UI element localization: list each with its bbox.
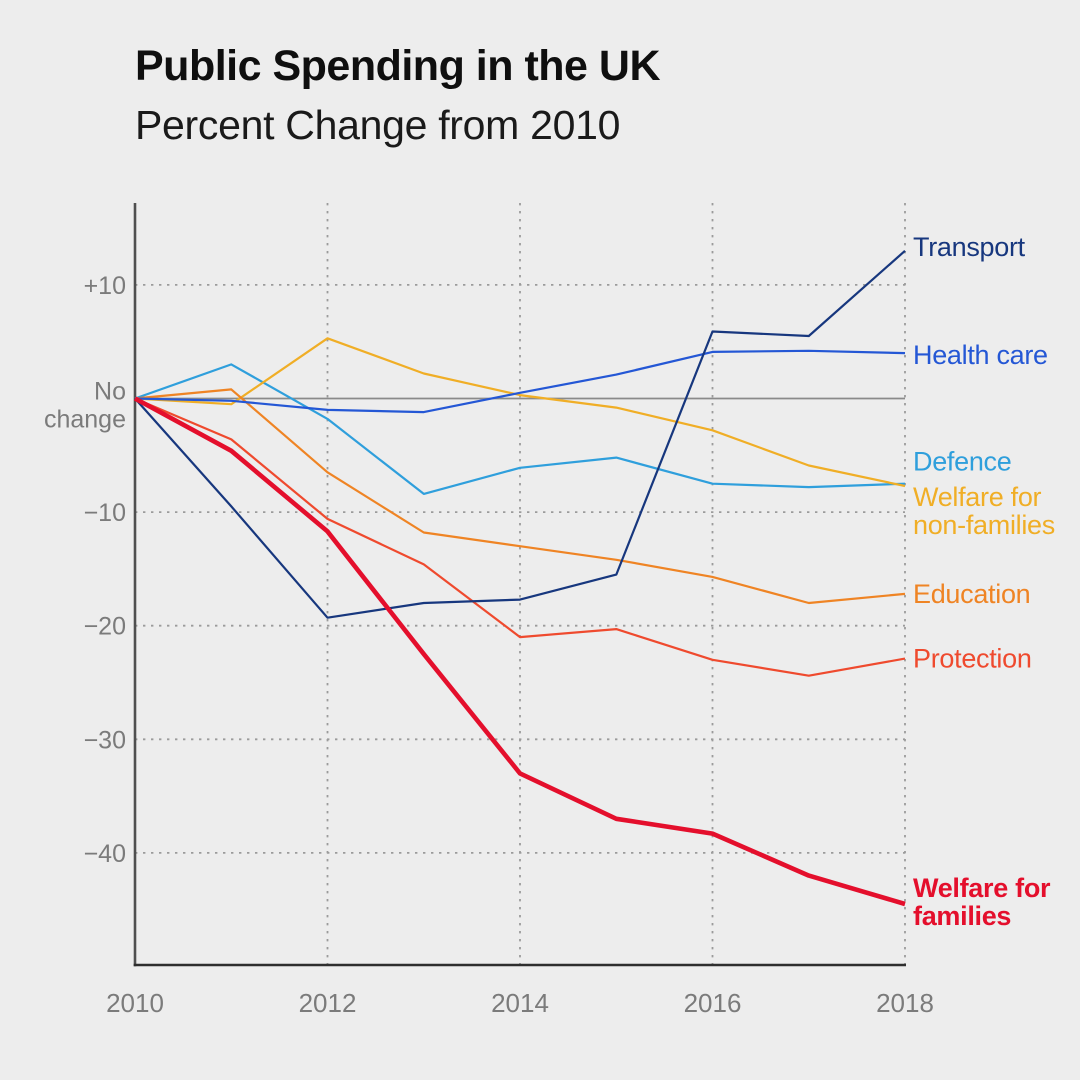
series-label-health-care: Health care (913, 340, 1048, 370)
y-tick-label-10: −10 (84, 499, 126, 527)
chart-subtitle: Percent Change from 2010 (135, 102, 621, 148)
series-line-education (134, 388, 906, 605)
series-label-defence: Defence (913, 447, 1011, 477)
series-line-welfare-for-families (133, 396, 906, 907)
chart-title: Public Spending in the UK (135, 42, 661, 90)
y-tick-label-10: +10 (84, 272, 126, 300)
series-label-welfare-for-non-families: Welfare for non-families (913, 482, 1055, 540)
y-tick-label-20: −20 (84, 613, 126, 641)
series-line-protection (134, 397, 906, 677)
series-label-transport: Transport (913, 232, 1026, 262)
series-line-health-care (134, 349, 906, 414)
x-tick-label-2012: 2012 (299, 988, 357, 1018)
series-label-welfare-for-families: Welfare for families (913, 873, 1051, 931)
x-tick-label-2018: 2018 (876, 988, 934, 1018)
series-label-education: Education (913, 579, 1030, 609)
y-tick-label-30: −30 (84, 726, 126, 754)
series-label-protection: Protection (913, 644, 1032, 674)
y-tick-label-no-change: No change (44, 378, 126, 434)
y-tick-label-40: −40 (84, 840, 126, 868)
series-line-welfare-for-non-families (134, 337, 906, 488)
x-tick-label-2010: 2010 (106, 988, 164, 1018)
series-line-transport (134, 249, 906, 619)
x-tick-label-2016: 2016 (684, 988, 742, 1018)
x-tick-label-2014: 2014 (491, 988, 549, 1018)
